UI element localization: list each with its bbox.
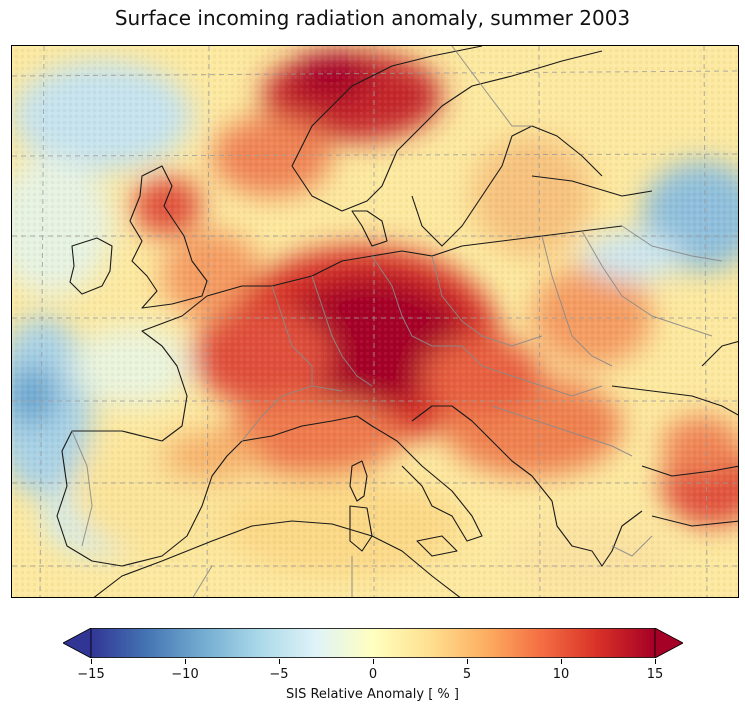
colorbar-tick-mark	[560, 659, 562, 664]
graticule	[12, 46, 738, 597]
coastlines	[56, 46, 738, 597]
colorbar-tick-mark	[372, 659, 374, 664]
colorbar-tick-mark	[184, 659, 186, 664]
colorbar	[63, 628, 683, 658]
colorbar-tick-label: 15	[646, 667, 664, 682]
borders	[71, 46, 723, 597]
colorbar-tick-mark	[654, 659, 656, 664]
colorbar-tick-label: −15	[77, 667, 105, 682]
map-frame[interactable]	[11, 45, 739, 598]
colorbar-tick-label: −5	[269, 667, 289, 682]
colorbar-tick-label: 10	[552, 667, 570, 682]
colorbar-tick-mark	[466, 659, 468, 664]
colorbar-gradient	[90, 628, 656, 658]
colorbar-tick-mark	[278, 659, 280, 664]
colorbar-tick-label: 5	[462, 667, 472, 682]
colorbar-extend-low	[63, 628, 92, 658]
colorbar-tick-label: 0	[368, 667, 378, 682]
map-title: Surface incoming radiation anomaly, summ…	[114, 6, 631, 30]
colorbar-tick-label: −10	[171, 667, 199, 682]
colorbar-label: SIS Relative Anomaly [ % ]	[286, 687, 459, 702]
colorbar-tick-mark	[90, 659, 92, 664]
colorbar-extend-high	[654, 628, 683, 658]
anomaly-map	[12, 46, 738, 597]
